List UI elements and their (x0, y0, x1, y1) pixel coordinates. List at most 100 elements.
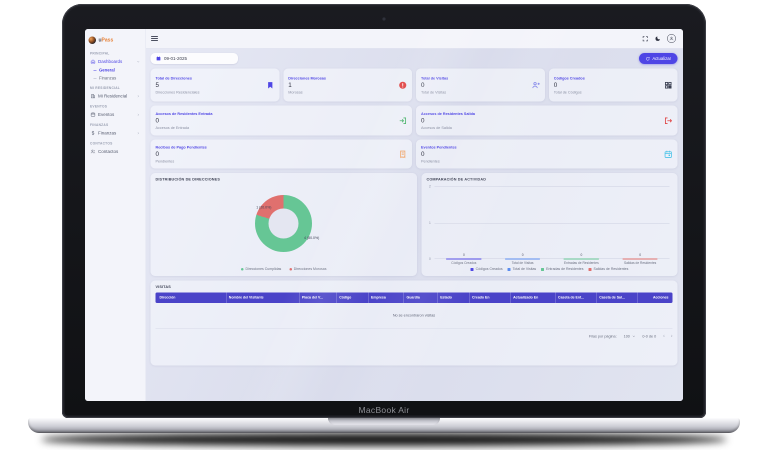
stat-card-eventos-pendientes: Eventos Pendientes 0 Pendientes (416, 139, 678, 169)
dashboard-app: uPass PRINCIPAL Dashboards General Finan… (85, 29, 683, 401)
date-picker[interactable]: 09-01-2025 (150, 53, 238, 64)
donut-chart: 1 (20.0%) 4 (80.0%) (156, 182, 412, 266)
sidebar-item-finanzas-sub[interactable]: Finanzas (93, 75, 117, 81)
series-codigos-creados: 0 (434, 187, 493, 260)
calendar-event-icon (661, 150, 673, 159)
comparison-plot: 2 1 0 0 0 0 0 (429, 185, 670, 261)
dashboard-content: 09-01-2025 Actualizar Total de Direccion… (146, 49, 683, 402)
col-caseta-entrada: Caseta de Ent... (555, 292, 596, 303)
table-header-row: Dirección Nombre del Visitante Placa del… (155, 292, 673, 303)
red-dot-icon (289, 268, 292, 271)
col-caseta-salida: Caseta de Sal... (596, 292, 637, 303)
red-square-icon (588, 267, 592, 271)
comparison-chart-card: COMPARACIÓN DE ACTIVIDAD 2 1 0 0 0 0 0 (421, 173, 678, 276)
legend-item-morosas: Direcciones Morosas (289, 268, 326, 271)
chevron-down-icon (137, 60, 140, 63)
entry-icon (396, 116, 408, 125)
sidebar-section-contactos: CONTACTOS (90, 142, 113, 146)
logo-icon (88, 36, 96, 44)
topbar (146, 29, 683, 49)
refresh-icon (645, 56, 650, 61)
table-pagination: Filas por página: 100 0-0 de 0 ‹ › (156, 329, 673, 339)
blue-square-icon (507, 267, 511, 271)
col-direccion: Dirección (159, 296, 176, 300)
pagination-controls: ‹ › (663, 333, 673, 339)
sidebar-section-mi-residencial: MI RESIDENCIAL (90, 86, 121, 91)
calendar-icon (156, 56, 161, 61)
series-total-visitas: 0 (493, 187, 552, 260)
donut-legend: Direcciones Cumplidas Direcciones Morosa… (156, 266, 412, 273)
stat-card-codigos-creados: Códigos Creados 0 Total de Códigos (548, 68, 678, 102)
visits-table-card: VISITAS Dirección Nombre del Visitante P… (150, 280, 678, 366)
app-logo[interactable]: uPass (88, 33, 143, 48)
visitors-icon (528, 81, 540, 90)
date-value: 09-01-2025 (164, 56, 188, 61)
visits-table-title: VISITAS (155, 284, 171, 290)
stat-card-accesos-salida: Accesos de Residentes Salida 0 Accesos d… (416, 105, 678, 136)
sidebar-section-eventos: EVENTOS (90, 105, 108, 109)
laptop-shadow (42, 433, 726, 446)
stat-card-total-visitas: Total de Visitas 0 Total de Visitas (416, 68, 545, 102)
logo-wordmark: uPass (98, 37, 114, 43)
chevron-down-icon (632, 335, 635, 337)
green-square-icon (541, 267, 545, 271)
comparison-chart-title: COMPARACIÓN DE ACTIVIDAD (426, 177, 487, 182)
distribution-chart-title: DISTRIBUCIÓN DE DIRECCIONES (155, 177, 220, 182)
col-empresa: Empresa (368, 292, 404, 303)
sidebar-item-mi-residencial[interactable]: Mi Residencial (89, 92, 143, 101)
col-estado: Estado (437, 292, 469, 303)
main-area: 09-01-2025 Actualizar Total de Direccion… (146, 29, 683, 401)
green-dot-icon (240, 268, 244, 271)
prev-page-button[interactable]: ‹ (663, 333, 665, 339)
laptop-base (28, 418, 740, 433)
sidebar-item-contactos[interactable]: Contactos (89, 147, 143, 156)
col-codigo: Código (336, 292, 368, 303)
series-entradas-residentes: 0 (552, 187, 611, 260)
stat-card-direcciones-morosas: Direcciones Morosas 1 Morosas (283, 68, 412, 102)
chevron-right-icon (137, 94, 139, 98)
sidebar-item-finanzas[interactable]: Finanzas (89, 129, 143, 138)
series-salidas-residentes: 0 (611, 187, 670, 260)
col-guardia: Guardia (403, 292, 438, 303)
webcam-icon (382, 17, 386, 21)
sidebar: uPass PRINCIPAL Dashboards General Finan… (85, 29, 146, 401)
ytick-2: 2 (428, 184, 431, 189)
exit-icon (661, 116, 673, 125)
legend-salidas-residentes: Salidas de Residentes (588, 267, 628, 271)
rows-per-page-label: Filas por página: (588, 334, 617, 339)
laptop-screen: uPass PRINCIPAL Dashboards General Finan… (85, 29, 683, 401)
col-actualizado-en: Actualizado En (510, 292, 555, 303)
pagination-range: 0-0 de 0 (642, 334, 657, 339)
dark-mode-moon-icon[interactable] (655, 35, 662, 42)
sidebar-item-general[interactable]: General (93, 67, 115, 73)
topbar-actions (642, 34, 676, 43)
sidebar-item-eventos[interactable]: Eventos (89, 110, 143, 119)
building-icon (91, 94, 95, 99)
comparison-legend: Códigos Creados Total de Visitas Entrada… (426, 265, 672, 272)
donut-hole (268, 208, 299, 239)
alert-icon (396, 81, 408, 90)
legend-entradas-residentes: Entradas de Residentes (541, 267, 584, 271)
calendar-icon (90, 112, 96, 117)
ytick-0: 0 (428, 257, 431, 261)
bookmark-icon (263, 81, 275, 90)
fullscreen-icon[interactable] (642, 35, 649, 42)
filter-row: 09-01-2025 Actualizar (150, 53, 678, 64)
stat-card-recibos-pendientes: Recibos de Pago Pendientes 0 Pendientes (150, 139, 412, 169)
legend-item-cumplidas: Direcciones Cumplidas (240, 268, 281, 271)
user-avatar[interactable] (667, 34, 676, 43)
laptop-base-notch (328, 418, 440, 425)
rows-per-page-select[interactable]: 100 (624, 334, 636, 339)
indigo-square-icon (470, 267, 474, 271)
sidebar-section-principal: PRINCIPAL (90, 52, 110, 56)
menu-toggle-icon[interactable] (151, 36, 158, 41)
sidebar-item-dashboards[interactable]: Dashboards (89, 57, 143, 66)
home-icon (90, 59, 96, 64)
contacts-icon (90, 149, 96, 154)
refresh-button[interactable]: Actualizar (638, 53, 678, 64)
sidebar-section-finanzas: FINANZAS (90, 123, 109, 128)
stat-card-accesos-entrada: Accesos de Residentes Entrada 0 Accesos … (150, 105, 412, 136)
next-page-button[interactable]: › (670, 333, 673, 339)
empty-table-message: No se encontraron visitas (155, 303, 673, 329)
col-creado-en: Creado En (468, 292, 510, 303)
